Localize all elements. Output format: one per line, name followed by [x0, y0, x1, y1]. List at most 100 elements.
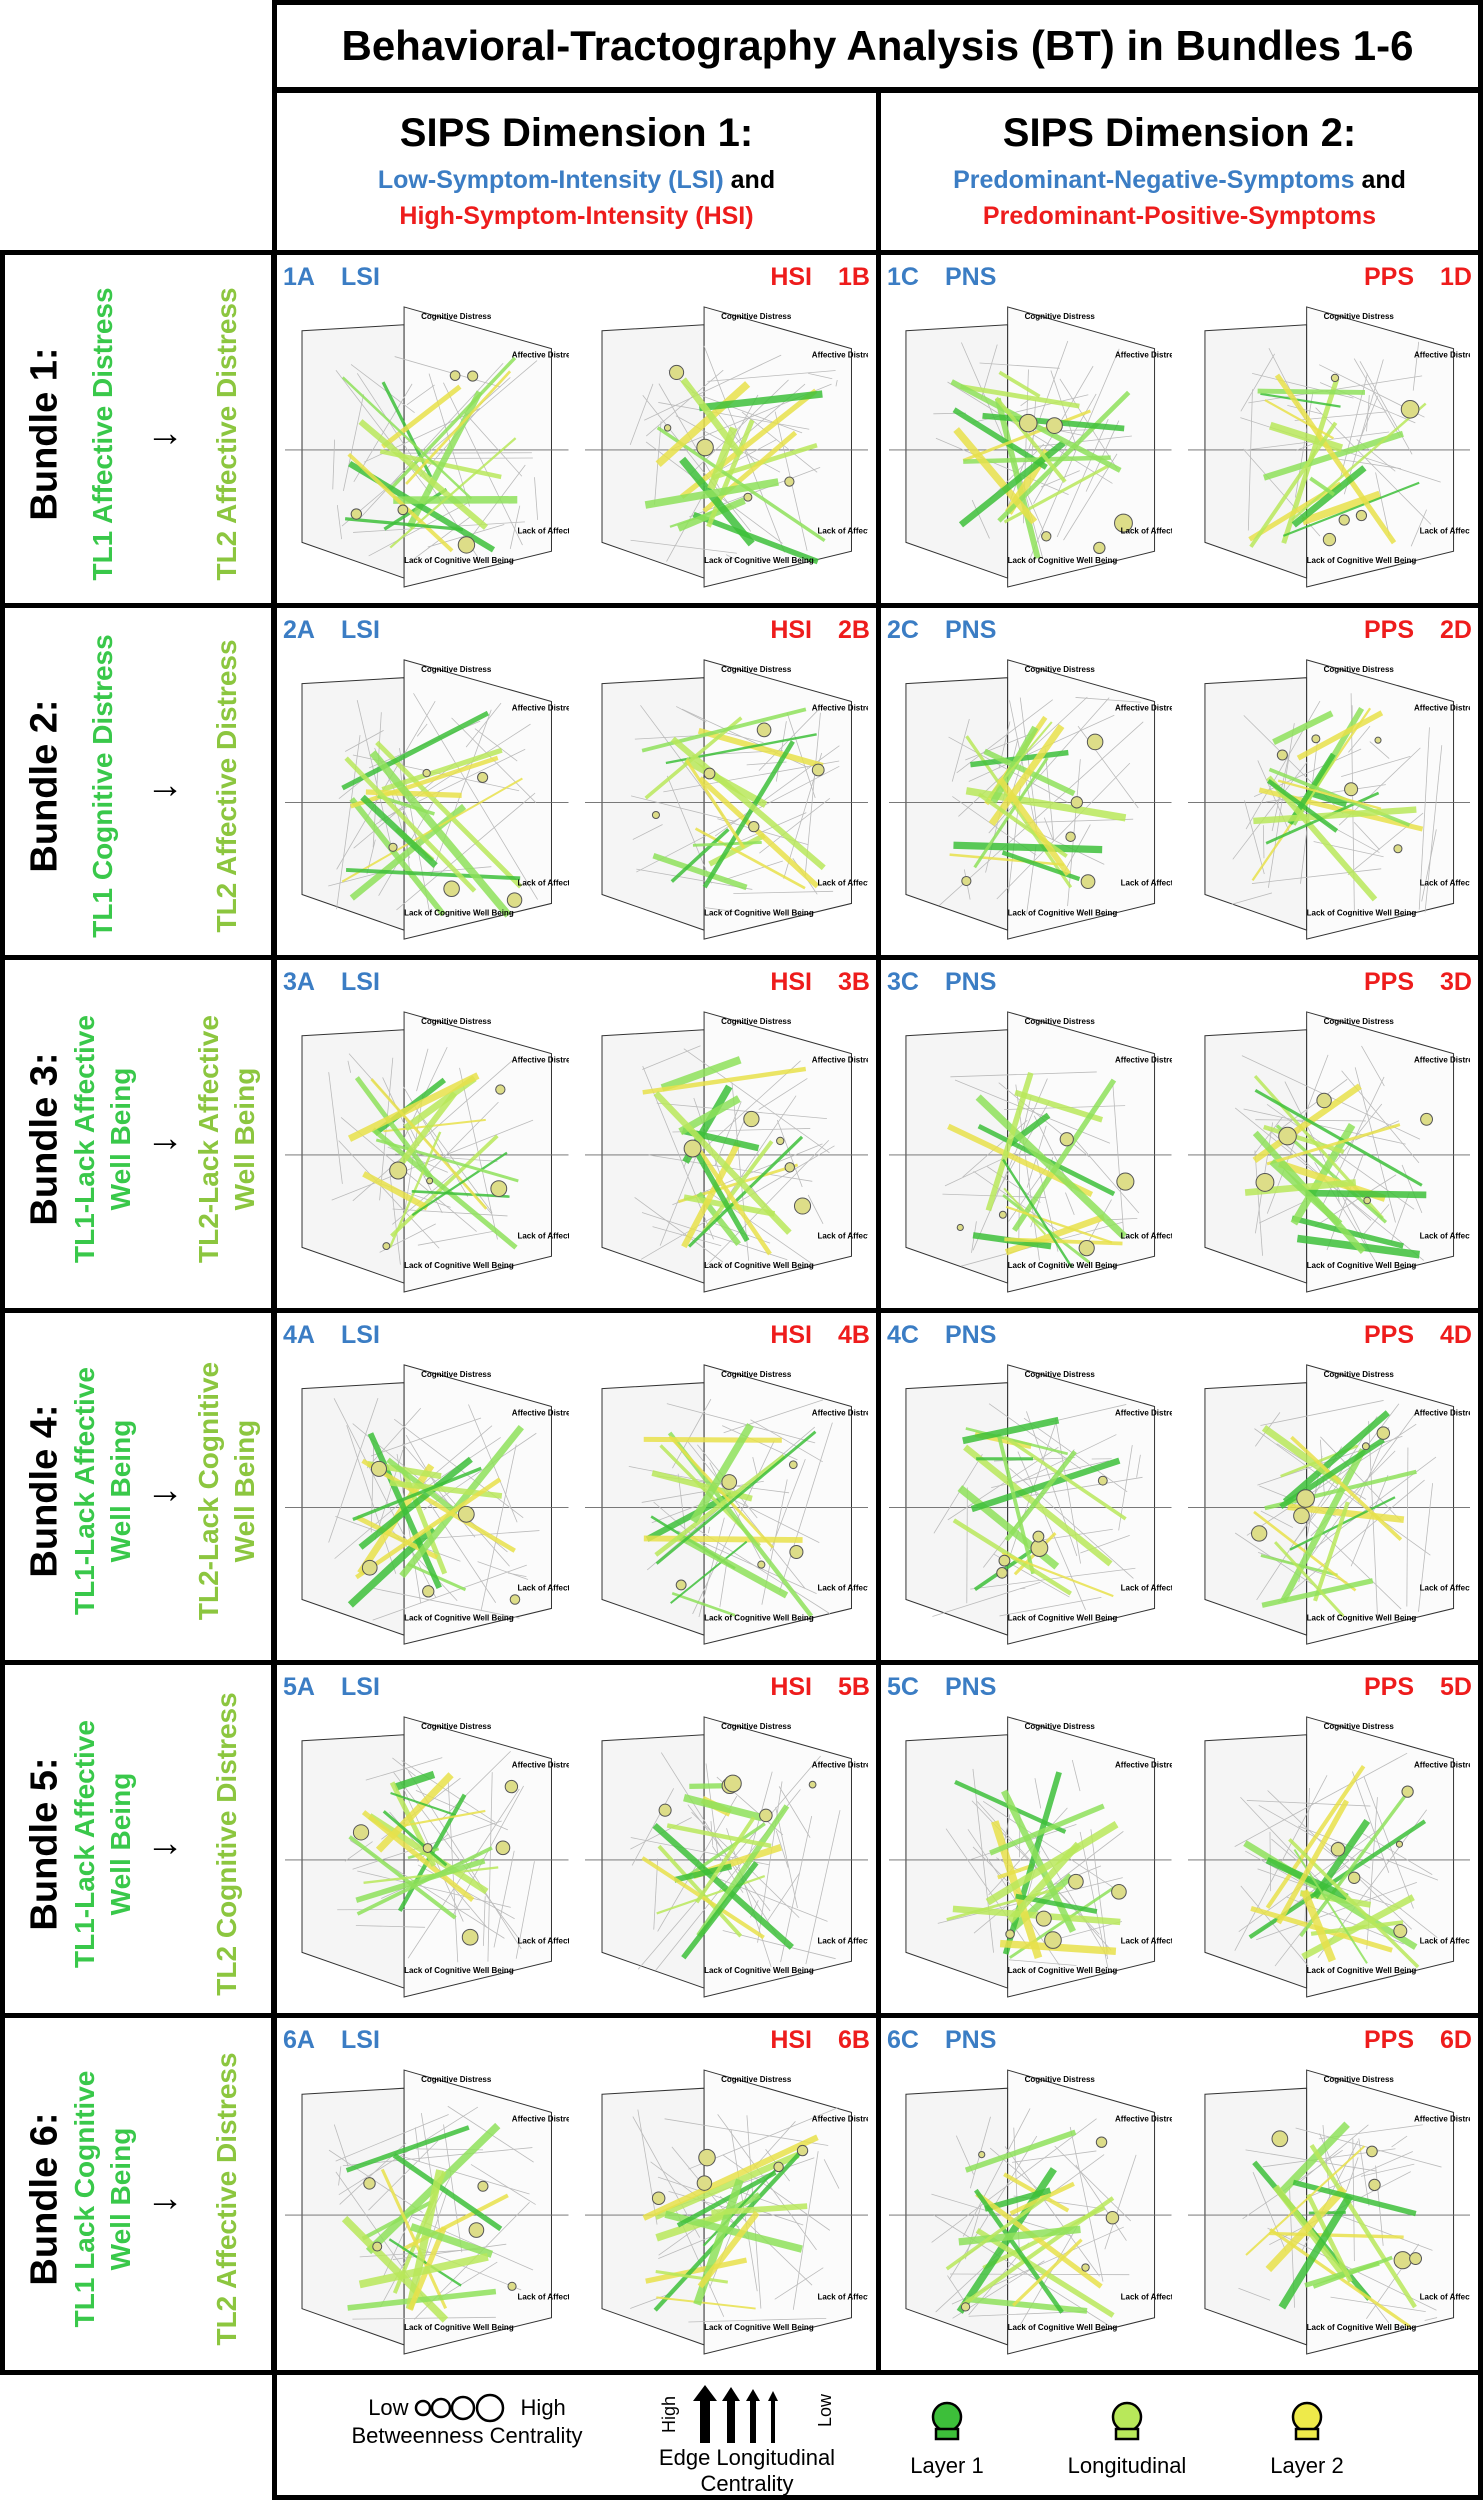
svg-text:Affective Distress: Affective Distress — [811, 1408, 868, 1417]
svg-text:Lack of Cognitive Well Being: Lack of Cognitive Well Being — [1008, 556, 1118, 565]
panel-id-left: 3A — [283, 968, 315, 996]
group-label-left: PNS — [945, 616, 997, 644]
svg-text:Lack of Affective Well Being: Lack of Affective Well Being — [1121, 1936, 1172, 1945]
bundle-5-label: Bundle 5: TL1-Lack Affective Well Being →… — [0, 1660, 276, 2018]
panel-id-right: 6B — [838, 2026, 870, 2054]
betweenness-low-label: Low — [368, 2395, 409, 2420]
svg-text:Affective Distress: Affective Distress — [512, 2114, 569, 2123]
svg-text:Lack of Cognitive Well Being: Lack of Cognitive Well Being — [704, 2323, 814, 2332]
panel-id-right: 5B — [838, 1673, 870, 1701]
svg-text:Cognitive Distress: Cognitive Distress — [1323, 1017, 1394, 1026]
tl1-label: TL1 Lack Cognitive Well Being — [69, 2070, 136, 2328]
panel-id-left: 2C — [887, 616, 919, 644]
edge-label-1: Edge Longitudinal — [658, 2445, 836, 2470]
svg-text:Lack of Affective Well Being: Lack of Affective Well Being — [517, 2293, 568, 2302]
panel-id-left: 1C — [887, 263, 919, 291]
svg-text:Cognitive Distress: Cognitive Distress — [421, 312, 492, 321]
graph-subpanel: Cognitive Distress Affective Distress Lack… — [285, 1705, 624, 2008]
layer1-label: Layer 1 — [910, 2453, 984, 2478]
svg-text:Lack of Cognitive Well Being: Lack of Cognitive Well Being — [1306, 1613, 1416, 1622]
panel-id-right: 2D — [1440, 616, 1472, 644]
graph-subpanel: Cognitive Distress Affective Distress Lack… — [285, 295, 624, 598]
group-label-right: HSI — [770, 1673, 812, 1701]
pps-label: Predominant-Positive-Symptoms — [982, 201, 1377, 230]
svg-text:Lack of Affective Well Being: Lack of Affective Well Being — [817, 1231, 868, 1240]
arrow-right-icon: → — [146, 1822, 184, 1865]
svg-text:Lack of Cognitive Well Being: Lack of Cognitive Well Being — [1008, 1966, 1118, 1975]
panel-bundle-3-dim-1: Cognitive Distress Affective Distress Lack… — [272, 955, 924, 1313]
bundle-6-label: Bundle 6: TL1 Lack Cognitive Well Being →… — [0, 2013, 276, 2375]
panel-id-left: 4A — [283, 1321, 315, 1349]
tl2-label: TL2 Cognitive Distress — [211, 1692, 242, 1996]
panel-bundle-4-dim-1: Cognitive Distress Affective Distress Lack… — [272, 1308, 924, 1665]
arrow-right-icon: → — [146, 1117, 184, 1160]
svg-text:Lack of Cognitive Well Being: Lack of Cognitive Well Being — [1008, 908, 1118, 917]
tractography-graph: Cognitive Distress Affective Distress Lack… — [1187, 1011, 1483, 1293]
group-label-right: HSI — [770, 968, 812, 996]
legend: Low High Betweenness Centrality High Low… — [272, 2370, 1483, 2500]
tractography-graph: Cognitive Distress Affective Distress Lack… — [1187, 2069, 1483, 2355]
svg-text:Cognitive Distress: Cognitive Distress — [721, 1017, 792, 1026]
group-label-right: PPS — [1363, 1321, 1414, 1349]
tl1-label: TL1-Lack Affective Well Being — [69, 1015, 136, 1263]
tractography-graph: Cognitive Distress Affective Distress Lack… — [889, 2069, 1227, 2355]
panel-bundle-1-dim-2: Cognitive Distress Affective Distress Lack… — [876, 250, 1483, 608]
svg-text:Lack of Cognitive Well Being: Lack of Cognitive Well Being — [1306, 2323, 1416, 2332]
group-label-left: PNS — [945, 1321, 997, 1349]
tl2-label: TL2 Affective Distress — [211, 2052, 242, 2346]
svg-text:Affective Distress: Affective Distress — [1414, 1056, 1471, 1065]
svg-text:Cognitive Distress: Cognitive Distress — [721, 665, 792, 674]
panel-id-left: 6C — [887, 2026, 919, 2054]
tractography-graph: Cognitive Distress Affective Distress Lack… — [285, 1364, 624, 1645]
svg-text:Cognitive Distress: Cognitive Distress — [1025, 665, 1096, 674]
svg-text:Lack of Affective Well Being: Lack of Affective Well Being — [517, 879, 568, 888]
svg-text:Affective Distress: Affective Distress — [1414, 351, 1471, 360]
graph-subpanel: Cognitive Distress Affective Distress Lack… — [889, 2058, 1227, 2365]
panel-id-left: 5A — [283, 1673, 315, 1701]
svg-text:Lack of Cognitive Well Being: Lack of Cognitive Well Being — [1008, 2323, 1118, 2332]
svg-text:Affective Distress: Affective Distress — [1115, 351, 1172, 360]
svg-text:Affective Distress: Affective Distress — [1115, 1408, 1172, 1417]
svg-text:Lack of Affective Well Being: Lack of Affective Well Being — [817, 1584, 868, 1593]
graph-subpanel: Cognitive Distress Affective Distress Lack… — [285, 648, 624, 950]
group-label-left: PNS — [945, 2026, 997, 2054]
dimension-1-header: SIPS Dimension 1: Low-Symptom-Intensity … — [272, 88, 881, 256]
graph-subpanel: Cognitive Distress Affective Distress Lack… — [285, 1000, 624, 1303]
group-label-right: HSI — [770, 2026, 812, 2054]
bundle-name: Bundle 4: — [23, 1404, 66, 1578]
svg-text:Cognitive Distress: Cognitive Distress — [721, 1370, 792, 1379]
tractography-graph: Cognitive Distress Affective Distress Lack… — [889, 1716, 1227, 1998]
tl1-label: TL1-Lack Affective Well Being — [69, 1720, 136, 1968]
arrow-right-icon: → — [146, 2177, 184, 2220]
panel-id-left: 6A — [283, 2026, 315, 2054]
svg-text:Affective Distress: Affective Distress — [1115, 2114, 1172, 2123]
svg-text:Lack of Affective Well Being: Lack of Affective Well Being — [817, 1936, 868, 1945]
svg-text:Lack of Affective Well Being: Lack of Affective Well Being — [1419, 879, 1470, 888]
layer2-node-icon — [1291, 2401, 1323, 2441]
pns-label: Predominant-Negative-Symptoms — [953, 165, 1355, 194]
panel-id-right: 3D — [1440, 968, 1472, 996]
panel-id-right: 4D — [1440, 1321, 1472, 1349]
svg-text:Cognitive Distress: Cognitive Distress — [421, 2075, 492, 2084]
graph-subpanel: Cognitive Distress Affective Distress Lack… — [1187, 1705, 1483, 2008]
svg-text:Lack of Cognitive Well Being: Lack of Cognitive Well Being — [704, 556, 814, 565]
group-label-left: LSI — [341, 968, 380, 996]
panel-id-right: 4B — [838, 1321, 870, 1349]
svg-text:Affective Distress: Affective Distress — [811, 703, 868, 712]
graph-subpanel: Cognitive Distress Affective Distress Lack… — [889, 1705, 1227, 2008]
graph-subpanel: Cognitive Distress Affective Distress Lack… — [584, 648, 924, 950]
tractography-graph: Cognitive Distress Affective Distress Lack… — [584, 306, 924, 588]
tl2-label: TL2-Lack Affective Well Being — [193, 1015, 260, 1263]
tractography-graph: Cognitive Distress Affective Distress Lack… — [889, 659, 1227, 940]
svg-text:Lack of Affective Well Being: Lack of Affective Well Being — [1121, 1231, 1172, 1240]
group-label-left: PNS — [945, 968, 997, 996]
svg-text:Lack of Cognitive Well Being: Lack of Cognitive Well Being — [704, 1966, 814, 1975]
svg-text:Lack of Cognitive Well Being: Lack of Cognitive Well Being — [1306, 1261, 1416, 1270]
svg-text:Cognitive Distress: Cognitive Distress — [1025, 2075, 1096, 2084]
group-label-left: PNS — [945, 1673, 997, 1701]
tractography-graph: Cognitive Distress Affective Distress Lack… — [1187, 1364, 1483, 1645]
panel-id-right: 1B — [838, 263, 870, 291]
svg-text:Lack of Cognitive Well Being: Lack of Cognitive Well Being — [404, 1613, 514, 1622]
and-label: and — [1354, 165, 1406, 194]
svg-text:Affective Distress: Affective Distress — [811, 1056, 868, 1065]
